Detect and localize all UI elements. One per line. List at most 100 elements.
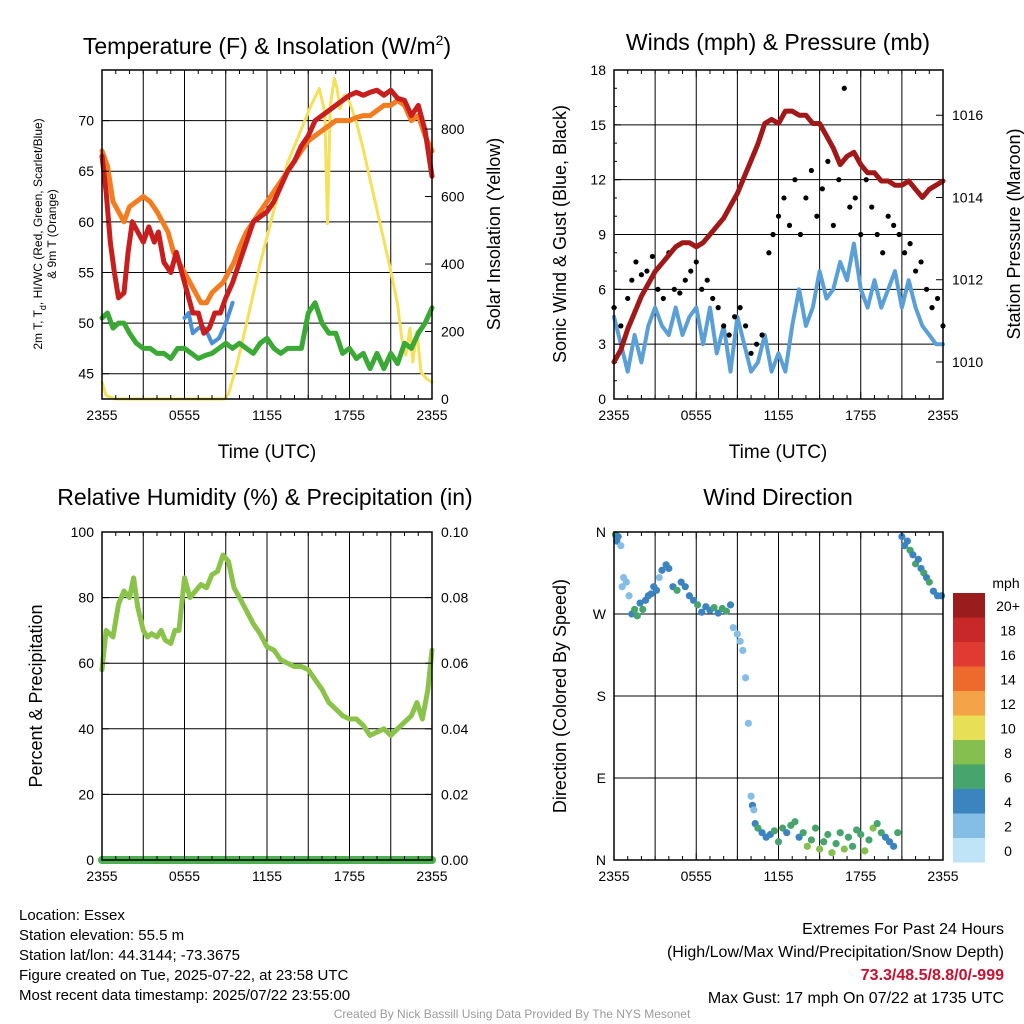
y-tick-label: 20 — [78, 786, 94, 802]
y2-tick-label: 0.02 — [441, 786, 468, 802]
gust-point — [819, 186, 825, 192]
max-gust-text: Max Gust: 17 mph On 07/22 at 1735 UTC — [707, 990, 1004, 1007]
y2-tick-label: 800 — [441, 121, 465, 137]
direction-point — [791, 818, 799, 826]
gust-point — [792, 177, 798, 183]
y2-tick-label: 0 — [441, 391, 449, 407]
y-tick-label: 50 — [78, 315, 94, 331]
y-tick-label: E — [597, 770, 606, 786]
colorbar-label: 0 — [1004, 843, 1012, 859]
direction-point — [865, 836, 873, 844]
colorbar-label: 4 — [1004, 794, 1012, 810]
direction-point — [742, 674, 750, 682]
direction-point — [747, 792, 755, 800]
y-tick-label: S — [597, 688, 606, 704]
extremes-title: Extremes For Past 24 Hours — [802, 921, 1004, 938]
colorbar-swatch — [953, 666, 985, 691]
colorbar-label: 10 — [1000, 721, 1016, 737]
gust-point — [858, 231, 864, 238]
temp-2m-line — [99, 87, 435, 336]
wdir-title: Wind Direction — [703, 484, 853, 510]
gust-point — [907, 241, 913, 247]
y2-tick-label: 1014 — [952, 189, 983, 205]
colorbar-label: 20+ — [996, 598, 1020, 614]
gust-point — [912, 268, 919, 274]
direction-point — [898, 532, 906, 541]
direction-point — [698, 608, 706, 616]
y2-tick-label: 0.06 — [441, 655, 468, 671]
direction-point — [652, 586, 661, 594]
station-info: Location: Essex Station elevation: 55.5 … — [19, 906, 350, 1006]
x-tick-label: 2355 — [927, 868, 958, 884]
winds-y2label: Station Pressure (Maroon) — [1004, 128, 1024, 339]
gust-point — [633, 259, 639, 265]
direction-point — [744, 719, 752, 727]
temp-title: Temperature (F) & Insolation (W/m2) — [83, 32, 451, 59]
direction-point — [636, 599, 644, 607]
direction-point — [658, 566, 666, 574]
colorbar-label: 2 — [1004, 819, 1012, 835]
gust-point — [869, 204, 875, 210]
x-tick-label: 2355 — [416, 868, 447, 884]
x-tick-label: 1155 — [763, 407, 793, 423]
gust-point — [753, 341, 760, 347]
x-tick-label: 2355 — [927, 407, 958, 423]
gust-point — [655, 286, 661, 292]
temp-ylabel-2: & 9m T (Orange) — [45, 189, 59, 279]
direction-point — [807, 836, 816, 844]
x-tick-label: 2355 — [416, 407, 447, 423]
created-text: Figure created on Tue, 2025-07-22, at 23… — [19, 967, 349, 984]
gust-point — [934, 295, 941, 302]
gust-point — [885, 213, 891, 219]
direction-point — [614, 532, 622, 541]
colorbar-swatch — [953, 715, 985, 740]
gust-point — [814, 213, 820, 219]
x-tick-label: 0555 — [681, 407, 712, 423]
x-tick-label: 2355 — [86, 407, 117, 423]
direction-point — [733, 630, 741, 638]
recent-text: Most recent data timestamp: 2025/07/22 2… — [19, 987, 351, 1004]
temp-xlabel: Time (UTC) — [218, 442, 317, 463]
colorbar-swatch — [953, 617, 985, 642]
gust-point — [677, 290, 683, 296]
colorbar-swatch — [953, 642, 985, 667]
elevation-text: Station elevation: 55.5 m — [19, 927, 185, 944]
direction-point — [857, 830, 865, 839]
y-tick-label: 3 — [598, 336, 606, 352]
x-tick-label: 1755 — [845, 407, 876, 423]
direction-point — [710, 604, 718, 612]
direction-point — [824, 830, 832, 839]
gust-point — [891, 222, 897, 228]
direction-point — [848, 842, 857, 850]
gust-point — [693, 259, 699, 265]
gust-point — [808, 167, 815, 174]
direction-point — [722, 607, 731, 615]
gust-point — [863, 177, 869, 183]
y-tick-label: 55 — [78, 264, 94, 280]
wdir-ylabel: Direction (Colored By Speed) — [550, 579, 570, 813]
sonic-wind-line — [612, 241, 945, 374]
direction-point — [639, 605, 647, 614]
colorbar-label: 6 — [1004, 770, 1012, 786]
gust-point — [847, 204, 853, 210]
y2-tick-label: 0.08 — [441, 590, 468, 606]
gust-point — [671, 286, 677, 292]
x-tick-label: 0555 — [169, 868, 200, 884]
gust-point — [923, 286, 930, 292]
direction-point — [828, 849, 836, 857]
y-tick-label: 0 — [598, 391, 606, 407]
direction-point — [617, 542, 625, 550]
direction-point — [840, 845, 848, 853]
gust-point — [726, 332, 732, 338]
y-tick-label: 15 — [590, 117, 606, 133]
direction-point — [832, 840, 840, 848]
y2-tick-label: 1012 — [952, 272, 983, 288]
heat-index-line — [182, 300, 235, 346]
direction-point — [665, 564, 673, 573]
gust-point — [710, 295, 716, 302]
direction-point — [861, 847, 869, 855]
gust-point — [929, 305, 935, 311]
gust-point — [618, 323, 624, 329]
